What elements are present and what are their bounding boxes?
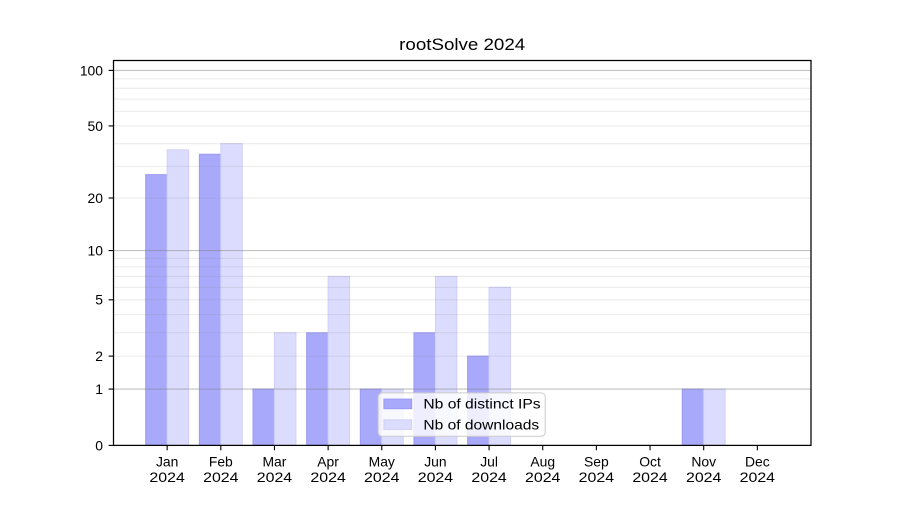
svg-text:Apr: Apr [317, 454, 339, 470]
svg-text:Aug: Aug [530, 454, 555, 470]
svg-text:2024: 2024 [740, 469, 776, 485]
svg-text:Feb: Feb [209, 454, 233, 470]
svg-text:Mar: Mar [262, 454, 286, 470]
svg-text:rootSolve 2024: rootSolve 2024 [399, 35, 525, 54]
svg-text:Sep: Sep [584, 454, 609, 470]
svg-text:2024: 2024 [579, 469, 615, 485]
svg-text:2024: 2024 [471, 469, 507, 485]
svg-text:20: 20 [88, 190, 104, 206]
svg-text:2024: 2024 [364, 469, 400, 485]
svg-text:100: 100 [80, 62, 103, 78]
svg-text:May: May [369, 454, 395, 470]
svg-text:2024: 2024 [525, 469, 561, 485]
svg-text:Dec: Dec [745, 454, 770, 470]
svg-text:50: 50 [88, 118, 104, 134]
svg-text:Nov: Nov [691, 454, 716, 470]
svg-text:2: 2 [95, 348, 103, 364]
svg-text:10: 10 [88, 242, 104, 258]
svg-text:2024: 2024 [418, 469, 454, 485]
svg-text:Oct: Oct [639, 454, 661, 470]
svg-text:Jun: Jun [424, 454, 446, 470]
svg-text:Jul: Jul [480, 454, 498, 470]
svg-text:0: 0 [95, 437, 103, 453]
svg-text:Nb of downloads: Nb of downloads [423, 416, 539, 432]
svg-text:2024: 2024 [203, 469, 239, 485]
svg-text:2024: 2024 [257, 469, 293, 485]
svg-text:2024: 2024 [149, 469, 185, 485]
svg-text:2024: 2024 [632, 469, 668, 485]
svg-text:2024: 2024 [310, 469, 346, 485]
svg-text:5: 5 [95, 292, 103, 308]
svg-text:1: 1 [95, 381, 103, 397]
svg-text:Nb of distinct IPs: Nb of distinct IPs [423, 395, 540, 411]
svg-text:Jan: Jan [156, 454, 178, 470]
svg-text:2024: 2024 [686, 469, 722, 485]
